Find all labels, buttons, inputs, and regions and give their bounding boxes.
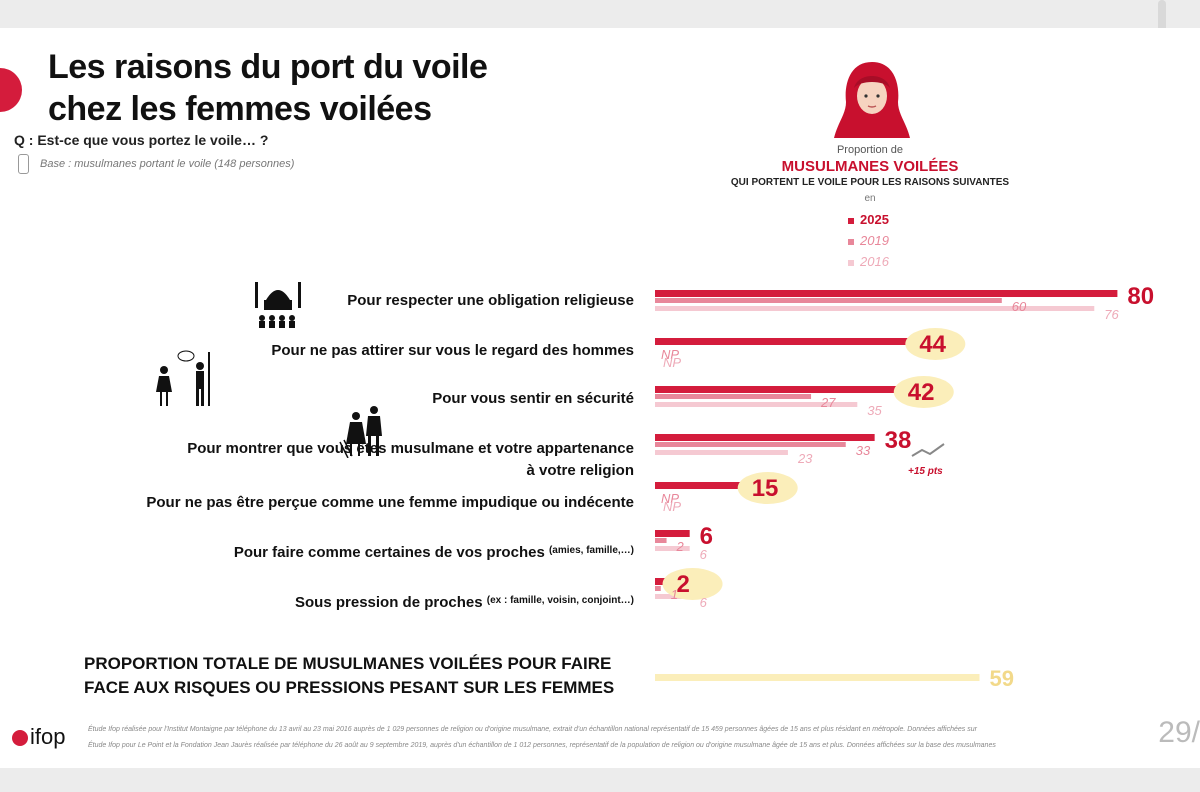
bar-2025-row-5 <box>655 530 690 537</box>
bar-2019-row-6 <box>655 586 661 591</box>
bar-2019-row-0 <box>655 298 1002 303</box>
legend-swatch-2016 <box>848 259 854 266</box>
value-label-2019-row-5: 2 <box>676 539 685 554</box>
value-label-2025-row-0: 80 <box>1127 283 1154 310</box>
legend-label-2025: 2025 <box>860 212 889 227</box>
value-label-2019-row-1: NP <box>661 347 679 362</box>
value-label-2016-row-5: 6 <box>700 547 708 562</box>
value-label-2016-row-0: 76 <box>1104 307 1119 322</box>
bar-2019-row-3 <box>655 442 846 447</box>
value-label-2025-row-4: 15 <box>752 475 779 502</box>
row-label-appartenance-line2: à votre religion <box>526 462 634 479</box>
row-label-pression-sup: (ex : famille, voisin, conjoint…) <box>486 595 634 606</box>
legend-swatch-2019 <box>848 238 854 245</box>
legend-proportion: Proportion de <box>836 144 904 156</box>
row-label-impudique: Pour ne pas être perçue comme une femme … <box>146 494 634 511</box>
legend-swatch-2025 <box>848 217 854 224</box>
row-label-appartenance-line1: Pour montrer que vous êtes musulmane et … <box>187 440 634 457</box>
red-dot-decoration <box>0 68 22 112</box>
value-highlight-row-4 <box>737 472 798 504</box>
trend-arrow-icon <box>911 443 945 457</box>
bar-2019-row-2 <box>655 394 812 399</box>
row-label-appartenance: Pour montrer que vous êtes musulmane et … <box>187 438 634 482</box>
value-label-2019-row-2: 27 <box>820 395 836 410</box>
bar-2016-row-3 <box>655 450 788 455</box>
row-label-pression-text: Sous pression de proches <box>295 594 483 611</box>
row-label-proches-sup: (amies, famille,…) <box>548 545 634 556</box>
bar-2025-row-2 <box>655 386 898 393</box>
row-label-pression: Sous pression de proches (ex : famille, … <box>295 590 634 614</box>
value-highlight-row-1 <box>905 328 966 360</box>
value-label-2025-row-5: 6 <box>700 523 713 550</box>
veiled-woman-icon <box>834 62 910 138</box>
row-label-proches-text: Pour faire comme certaines de vos proche… <box>233 544 545 561</box>
man-staring-at-woman-icon <box>156 350 210 406</box>
base-text: Base : musulmanes portant le voile (148 … <box>40 158 295 170</box>
bar-2025-row-4 <box>655 482 742 489</box>
bar-2025-row-3 <box>655 434 875 441</box>
slide: Les raisons du port du voile chez les fe… <box>0 28 1200 768</box>
value-label-2016-row-6: 6 <box>700 595 708 610</box>
aggression-icon <box>339 406 382 458</box>
footnote-1: Étude Ifop réalisée pour l'Institut Mont… <box>88 726 977 733</box>
bar-2025-row-0 <box>655 290 1118 297</box>
value-highlight-row-2 <box>893 376 954 408</box>
value-label-2019-row-4: NP <box>661 491 679 506</box>
title-line-1: Les raisons du port du voile <box>48 48 488 86</box>
row-label-regard: Pour ne pas attirer sur vous le regard d… <box>271 342 634 359</box>
title-line-2: chez les femmes voilées <box>48 90 432 128</box>
bar-2016-row-5 <box>655 546 690 551</box>
legend-en: en <box>864 193 876 204</box>
total-label: PROPORTION TOTALE DE MUSULMANES VOILÉES … <box>84 652 614 700</box>
value-label-2025-row-3: 38 <box>885 427 912 454</box>
value-label-2019-row-0: 60 <box>1012 299 1027 314</box>
legend-label-2019: 2019 <box>860 233 889 248</box>
value-label-2016-row-4: NP <box>663 499 681 514</box>
question-text: Q : Est-ce que vous portez le voile… ? <box>14 132 269 148</box>
ifop-logo: ifop <box>12 724 65 749</box>
row-label-securite: Pour vous sentir en sécurité <box>432 390 634 407</box>
bar-2025-row-6 <box>655 578 667 585</box>
mosque-icon <box>255 282 301 328</box>
total-value-label: 59 <box>990 666 1014 691</box>
page-title: Les raisons du port du voile chez les fe… <box>48 46 488 130</box>
page-number: 29/ <box>1158 716 1200 749</box>
legend-item-2025: 2025 <box>848 212 889 227</box>
value-highlight-row-6 <box>662 568 723 600</box>
bar-2016-row-2 <box>655 402 858 407</box>
legend-title: MUSULMANES VOILÉES <box>781 158 959 175</box>
annotation-plus15: +15 pts <box>908 466 943 477</box>
phone-icon <box>18 154 29 174</box>
legend-label-2016: 2016 <box>860 254 889 269</box>
value-label-2016-row-3: 23 <box>797 451 813 466</box>
value-label-2025-row-6: 2 <box>677 571 690 598</box>
legend-subtitle: QUI PORTENT LE VOILE POUR LES RAISONS SU… <box>730 177 1010 188</box>
value-label-2016-row-2: 35 <box>867 403 882 418</box>
legend-item-2016: 2016 <box>848 254 889 269</box>
bar-2019-row-5 <box>655 538 667 543</box>
bar-2016-row-6 <box>655 594 690 599</box>
value-label-2019-row-6: 1 <box>671 587 678 602</box>
legend-item-2019: 2019 <box>848 233 889 248</box>
value-label-2025-row-1: 44 <box>919 331 946 358</box>
row-label-proches: Pour faire comme certaines de vos proche… <box>234 540 634 564</box>
browser-top-bar <box>0 0 1200 58</box>
value-label-2019-row-3: 33 <box>856 443 871 458</box>
bar-2025-row-1 <box>655 338 910 345</box>
svg-text:ifop: ifop <box>30 724 65 749</box>
bar-2016-row-0 <box>655 306 1095 311</box>
row-label-obligation: Pour respecter une obligation religieuse <box>347 292 634 309</box>
footnote-2: Étude Ifop pour Le Point et la Fondation… <box>88 742 996 749</box>
bar-chart: 80607644NPNP42273538332315NPNP626216+15 … <box>655 283 1154 691</box>
value-label-2016-row-1: NP <box>663 355 681 370</box>
total-line-1: PROPORTION TOTALE DE MUSULMANES VOILÉES … <box>84 654 612 673</box>
total-line-2: FACE AUX RISQUES OU PRESSIONS PESANT SUR… <box>84 678 615 697</box>
total-bar <box>655 674 980 681</box>
value-label-2025-row-2: 42 <box>908 379 935 406</box>
